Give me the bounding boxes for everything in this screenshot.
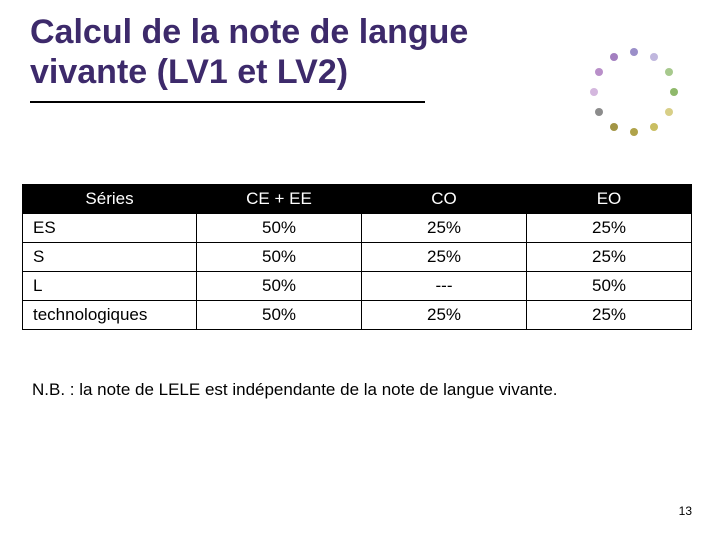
- col-header-eo: EO: [527, 185, 692, 214]
- table-cell: ---: [362, 272, 527, 301]
- decorative-dot: [595, 68, 603, 76]
- table-cell: 50%: [527, 272, 692, 301]
- table-cell: 50%: [197, 214, 362, 243]
- col-header-series: Séries: [23, 185, 197, 214]
- decorative-dot: [610, 123, 618, 131]
- col-header-co: CO: [362, 185, 527, 214]
- table-cell: 25%: [527, 214, 692, 243]
- table-row: L50%---50%: [23, 272, 692, 301]
- decorative-dot: [665, 108, 673, 116]
- table-cell: S: [23, 243, 197, 272]
- table-cell: 50%: [197, 301, 362, 330]
- table-cell: 25%: [362, 214, 527, 243]
- decorative-dot: [590, 88, 598, 96]
- table-cell: 25%: [362, 301, 527, 330]
- decorative-dot: [650, 123, 658, 131]
- page-number: 13: [679, 504, 692, 518]
- table-cell: technologiques: [23, 301, 197, 330]
- table-cell: 50%: [197, 272, 362, 301]
- slide-title: Calcul de la note de langue vivante (LV1…: [30, 12, 550, 92]
- grade-table: Séries CE + EE CO EO ES50%25%25%S50%25%2…: [22, 184, 692, 330]
- decorative-dot: [595, 108, 603, 116]
- decorative-dot: [630, 48, 638, 56]
- decorative-dot: [650, 53, 658, 61]
- table-cell: 50%: [197, 243, 362, 272]
- table-row: technologiques50%25%25%: [23, 301, 692, 330]
- title-underline: [30, 101, 425, 103]
- col-header-ceee: CE + EE: [197, 185, 362, 214]
- table-row: ES50%25%25%: [23, 214, 692, 243]
- footnote: N.B. : la note de LELE est indépendante …: [32, 380, 558, 400]
- decorative-dot: [665, 68, 673, 76]
- table-header-row: Séries CE + EE CO EO: [23, 185, 692, 214]
- table-cell: ES: [23, 214, 197, 243]
- table-cell: L: [23, 272, 197, 301]
- table-cell: 25%: [527, 243, 692, 272]
- table-cell: 25%: [362, 243, 527, 272]
- table-cell: 25%: [527, 301, 692, 330]
- decorative-dot-ring: [584, 42, 684, 142]
- decorative-dot: [610, 53, 618, 61]
- decorative-dot: [670, 88, 678, 96]
- decorative-dot: [630, 128, 638, 136]
- table-row: S50%25%25%: [23, 243, 692, 272]
